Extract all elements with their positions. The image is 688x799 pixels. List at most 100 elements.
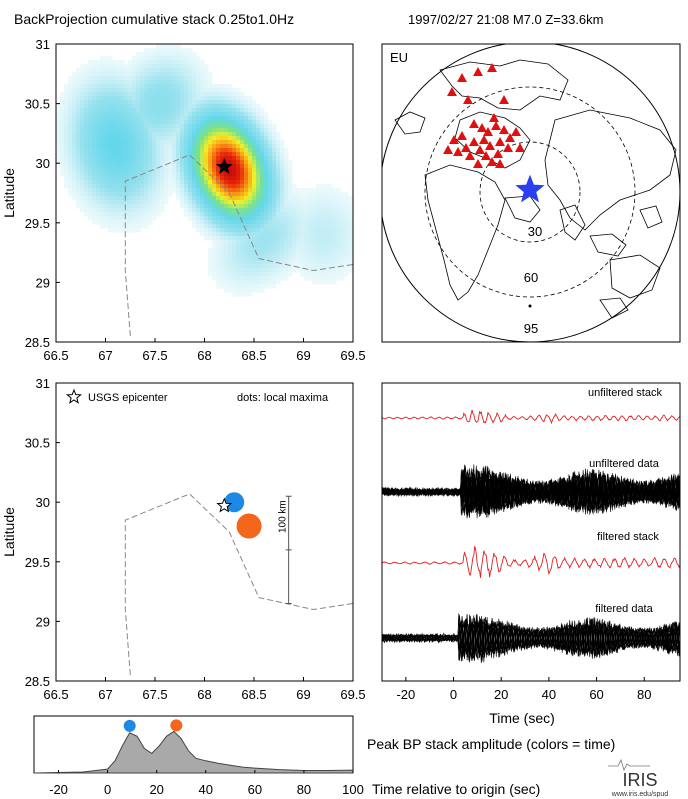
peak-amplitude-chart: -20 0 20 40 60 80 100 Peak BP stack amplitude … <box>33 715 615 797</box>
station-triangle-icon <box>477 123 487 132</box>
amp-area-path <box>33 730 354 774</box>
station-triangle-icon <box>457 131 467 140</box>
station-triangle-icon <box>449 135 459 144</box>
station-triangle-icon <box>503 143 513 152</box>
map1-ytick-label: 28.5 <box>25 335 50 350</box>
seis-xlabel: Time (sec) <box>489 710 555 726</box>
station-triangle-icon <box>511 127 521 136</box>
station-triangle-icon <box>463 95 473 104</box>
map2-ytick-label: 31 <box>36 376 50 391</box>
local-maxima-dots <box>224 492 262 539</box>
map1-ytick-label: 29 <box>36 275 50 290</box>
amp-markers <box>123 719 183 732</box>
map1-ytick-label: 30 <box>36 156 50 171</box>
antipode-dot <box>528 304 532 308</box>
amp-xtick-label: 40 <box>199 782 213 797</box>
seis-xtick-label: 20 <box>494 687 508 702</box>
station-triangle-icon <box>487 157 497 166</box>
station-triangles <box>443 63 525 168</box>
globe-ring-60 <box>424 86 636 298</box>
station-triangle-icon <box>483 127 493 136</box>
scale-bar <box>285 495 292 605</box>
map1-xtick-label: 68.5 <box>241 348 266 363</box>
station-triangle-icon <box>495 159 505 168</box>
map2-ytick-label: 29 <box>36 614 50 629</box>
local-maximum-dot <box>224 492 245 513</box>
coastlines <box>394 59 677 319</box>
map1-ylabel: Latitude <box>1 168 17 218</box>
right-title: 1997/02/27 21:08 M7.0 Z=33.6km <box>408 12 604 27</box>
station-triangle-icon <box>469 119 479 128</box>
amp-title: Peak BP stack amplitude (colors = time) <box>367 736 615 752</box>
map1-ytick-label: 30.5 <box>25 97 50 112</box>
heatmap-layer <box>56 44 353 297</box>
seis-xtick-label: 40 <box>542 687 556 702</box>
station-globe-map: EU 30 60 95 <box>381 43 681 343</box>
station-triangle-icon <box>487 63 497 72</box>
traces: unfiltered stack unfiltered data filtered … <box>382 387 680 664</box>
amp-marker-dot <box>123 719 136 732</box>
station-triangle-icon <box>485 141 495 150</box>
ring-label-60: 60 <box>524 270 538 285</box>
station-triangle-icon <box>515 143 525 152</box>
border-line <box>124 493 353 676</box>
cumulative-stack-map: 66.5 67 67.5 68 68.5 69 69.5 28.5 29 29.5 30 30.5 31… <box>1 37 366 363</box>
border-polyline <box>124 154 353 337</box>
globe-region-label: EU <box>390 50 408 65</box>
station-triangle-icon <box>465 151 475 160</box>
stack-trace-line <box>382 409 680 425</box>
map1-ticks: 66.5 67 67.5 68 68.5 69 69.5 28.5 29 29.5 30 30.5 31 <box>25 37 366 363</box>
ring-label-bg-30 <box>524 224 546 238</box>
data-trace-line <box>382 614 680 663</box>
amp-xlabel: Time relative to origin (sec) <box>372 781 540 797</box>
map2-bg <box>56 383 353 681</box>
epicenter-star-shape <box>216 497 233 513</box>
seis-frame <box>381 382 681 682</box>
legend-star-icon <box>65 388 83 404</box>
map2-xtick-label: 68.5 <box>241 687 266 702</box>
station-triangle-icon <box>499 95 509 104</box>
map1-xtick-label: 69.5 <box>340 348 365 363</box>
seis-xtick-label: 60 <box>589 687 603 702</box>
ring-label-95: 95 <box>524 321 538 336</box>
legend-epicenter-label: USGS epicenter <box>88 392 168 404</box>
map1-xtick-label: 68 <box>197 348 211 363</box>
map1-xtick-label: 69 <box>296 348 310 363</box>
border-line <box>124 154 353 337</box>
map1-xtick-label: 67 <box>98 348 112 363</box>
amp-xtick-label: 100 <box>342 782 364 797</box>
station-triangle-icon <box>475 145 485 154</box>
seis-ticks: -20 0 20 40 60 80 <box>396 677 651 702</box>
station-triangle-icon <box>447 87 457 96</box>
amp-xtick-label: 0 <box>104 782 111 797</box>
station-triangle-icon <box>493 149 503 158</box>
map2-xtick-label: 67.5 <box>142 687 167 702</box>
local-maxima-map: 100 km 66.5 67 67.5 68 68.5 69 69.5 28.5 29 29.5 3… <box>1 376 366 702</box>
map1-xtick-label: 66.5 <box>43 348 68 363</box>
station-triangle-icon <box>461 143 471 152</box>
station-triangle-icon <box>457 73 467 82</box>
trace-label: filtered stack <box>597 531 659 543</box>
station-triangle-icon <box>499 125 509 134</box>
map2-ticks: 66.5 67 67.5 68 68.5 69 69.5 28.5 29 29.5 30 30.5 31 <box>25 376 366 702</box>
ring-label-30: 30 <box>528 224 542 239</box>
map2-xtick-label: 67 <box>98 687 112 702</box>
amp-xtick-label: 60 <box>248 782 262 797</box>
map2-ytick-label: 29.5 <box>25 555 50 570</box>
map1-ytick-label: 29.5 <box>25 216 50 231</box>
map2-ytick-label: 28.5 <box>25 674 50 689</box>
station-triangle-icon <box>473 159 483 168</box>
legend-dots-label: dots: local maxima <box>237 392 329 404</box>
logo-wave-icon <box>608 758 650 772</box>
stack-trace-line <box>382 546 680 578</box>
amp-xtick-label: 80 <box>297 782 311 797</box>
scale-bar-label: 100 km <box>278 500 289 533</box>
seis-xtick-label: 0 <box>450 687 457 702</box>
data-trace-line <box>382 614 680 662</box>
station-triangle-icon <box>505 133 515 142</box>
trace-label: filtered data <box>595 603 653 615</box>
station-triangle-icon <box>495 137 505 146</box>
event-star-icon <box>515 174 545 203</box>
map2-xtick-label: 66.5 <box>43 687 68 702</box>
